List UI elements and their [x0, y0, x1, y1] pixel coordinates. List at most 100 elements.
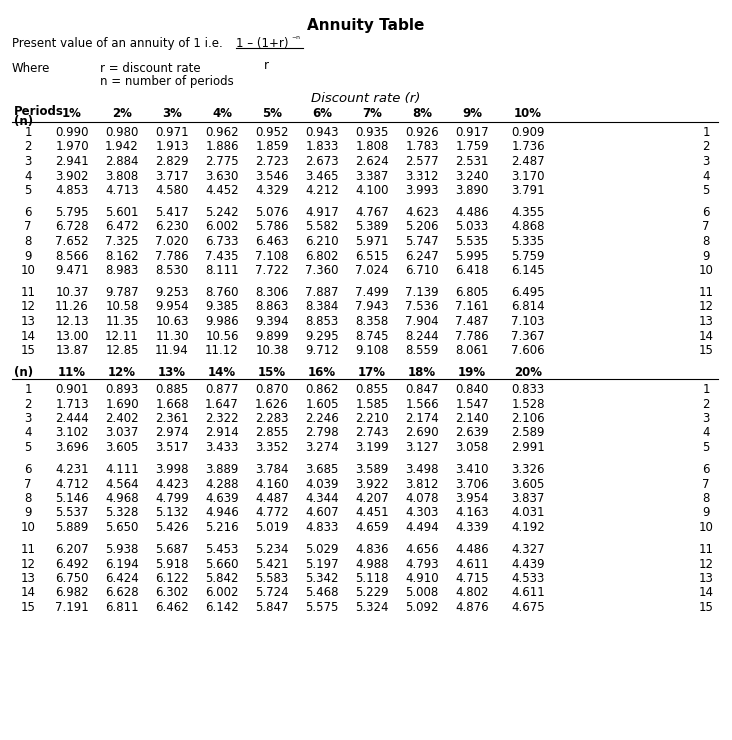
Text: 3.240: 3.240: [455, 169, 489, 183]
Text: 0.833: 0.833: [512, 383, 545, 396]
Text: 2.974: 2.974: [155, 426, 189, 440]
Text: 6.122: 6.122: [155, 572, 189, 585]
Text: 7: 7: [24, 477, 31, 491]
Text: 5.575: 5.575: [305, 601, 339, 614]
Text: 5.328: 5.328: [105, 506, 138, 519]
Text: 2.941: 2.941: [55, 155, 89, 168]
Text: 4.793: 4.793: [406, 557, 438, 571]
Text: 2.855: 2.855: [255, 426, 288, 440]
Text: 8.863: 8.863: [255, 300, 288, 314]
Text: 0.952: 0.952: [255, 126, 288, 139]
Text: 1.833: 1.833: [305, 141, 339, 153]
Text: 3.784: 3.784: [255, 463, 288, 476]
Text: 9.712: 9.712: [305, 344, 339, 357]
Text: 3.889: 3.889: [205, 463, 239, 476]
Text: 4.917: 4.917: [305, 206, 339, 219]
Text: 4.853: 4.853: [56, 184, 89, 197]
Text: 4.344: 4.344: [305, 492, 339, 505]
Text: 7%: 7%: [362, 107, 382, 120]
Text: 5.342: 5.342: [305, 572, 339, 585]
Text: 9: 9: [24, 506, 31, 519]
Text: 7.536: 7.536: [406, 300, 438, 314]
Text: 5.889: 5.889: [56, 521, 89, 534]
Text: 10.38: 10.38: [255, 344, 288, 357]
Text: 3.808: 3.808: [105, 169, 138, 183]
Text: 3.837: 3.837: [512, 492, 545, 505]
Text: 4: 4: [702, 426, 710, 440]
Text: 5.535: 5.535: [455, 235, 489, 248]
Text: 4.329: 4.329: [255, 184, 289, 197]
Text: 13: 13: [698, 315, 714, 328]
Text: 5.417: 5.417: [155, 206, 189, 219]
Text: 4.487: 4.487: [255, 492, 289, 505]
Text: 5.583: 5.583: [255, 572, 288, 585]
Text: 17%: 17%: [358, 366, 386, 379]
Text: 3.433: 3.433: [205, 441, 239, 454]
Text: 7: 7: [702, 477, 710, 491]
Text: 4.713: 4.713: [105, 184, 139, 197]
Text: 2.402: 2.402: [105, 412, 139, 425]
Text: 3.058: 3.058: [455, 441, 489, 454]
Text: Periods: Periods: [14, 105, 64, 118]
Text: 3.630: 3.630: [205, 169, 239, 183]
Text: (n): (n): [14, 115, 33, 128]
Text: 11%: 11%: [58, 366, 86, 379]
Text: 1.713: 1.713: [55, 397, 89, 411]
Text: 14: 14: [20, 587, 35, 599]
Text: 5: 5: [24, 184, 31, 197]
Text: 15: 15: [20, 344, 35, 357]
Text: 5.918: 5.918: [155, 557, 189, 571]
Text: 4.423: 4.423: [155, 477, 189, 491]
Text: 7.499: 7.499: [355, 286, 389, 299]
Text: 3.102: 3.102: [55, 426, 89, 440]
Text: 2.624: 2.624: [355, 155, 389, 168]
Text: 6.733: 6.733: [205, 235, 239, 248]
Text: 8: 8: [24, 235, 31, 248]
Text: 6.805: 6.805: [455, 286, 489, 299]
Text: 2.322: 2.322: [205, 412, 239, 425]
Text: 3.352: 3.352: [255, 441, 288, 454]
Text: 2.577: 2.577: [406, 155, 438, 168]
Text: 7.435: 7.435: [205, 249, 239, 263]
Text: 5.229: 5.229: [355, 587, 389, 599]
Text: 4.712: 4.712: [55, 477, 89, 491]
Text: 4.639: 4.639: [205, 492, 239, 505]
Text: 4: 4: [24, 169, 31, 183]
Text: 13.00: 13.00: [56, 329, 89, 343]
Text: 10%: 10%: [514, 107, 542, 120]
Text: 12: 12: [20, 300, 35, 314]
Text: 5.687: 5.687: [155, 543, 189, 556]
Text: 6.710: 6.710: [406, 264, 438, 277]
Text: 8: 8: [702, 235, 710, 248]
Text: 9.394: 9.394: [255, 315, 289, 328]
Text: 1.566: 1.566: [406, 397, 438, 411]
Text: 6.210: 6.210: [305, 235, 339, 248]
Text: 2.743: 2.743: [355, 426, 389, 440]
Text: 2.639: 2.639: [455, 426, 489, 440]
Text: 6.002: 6.002: [205, 587, 239, 599]
Text: 8.111: 8.111: [205, 264, 239, 277]
Text: 3.706: 3.706: [455, 477, 489, 491]
Text: 6.194: 6.194: [105, 557, 139, 571]
Text: 10.37: 10.37: [55, 286, 89, 299]
Text: 1 – (1+r): 1 – (1+r): [236, 37, 288, 50]
Text: 1.942: 1.942: [105, 141, 139, 153]
Text: 5.118: 5.118: [355, 572, 389, 585]
Text: 3%: 3%: [162, 107, 182, 120]
Text: 9.471: 9.471: [55, 264, 89, 277]
Text: 0.901: 0.901: [55, 383, 89, 396]
Text: 0.862: 0.862: [305, 383, 339, 396]
Text: 4.611: 4.611: [455, 557, 489, 571]
Text: 9.986: 9.986: [205, 315, 239, 328]
Text: 2: 2: [702, 397, 710, 411]
Text: 11: 11: [698, 543, 714, 556]
Text: 6%: 6%: [312, 107, 332, 120]
Text: 0.971: 0.971: [155, 126, 189, 139]
Text: 3.326: 3.326: [511, 463, 545, 476]
Text: 5.216: 5.216: [205, 521, 239, 534]
Text: 5: 5: [24, 441, 31, 454]
Text: 6: 6: [702, 206, 710, 219]
Text: 13: 13: [20, 315, 35, 328]
Text: 3.170: 3.170: [511, 169, 545, 183]
Text: (n): (n): [14, 366, 33, 379]
